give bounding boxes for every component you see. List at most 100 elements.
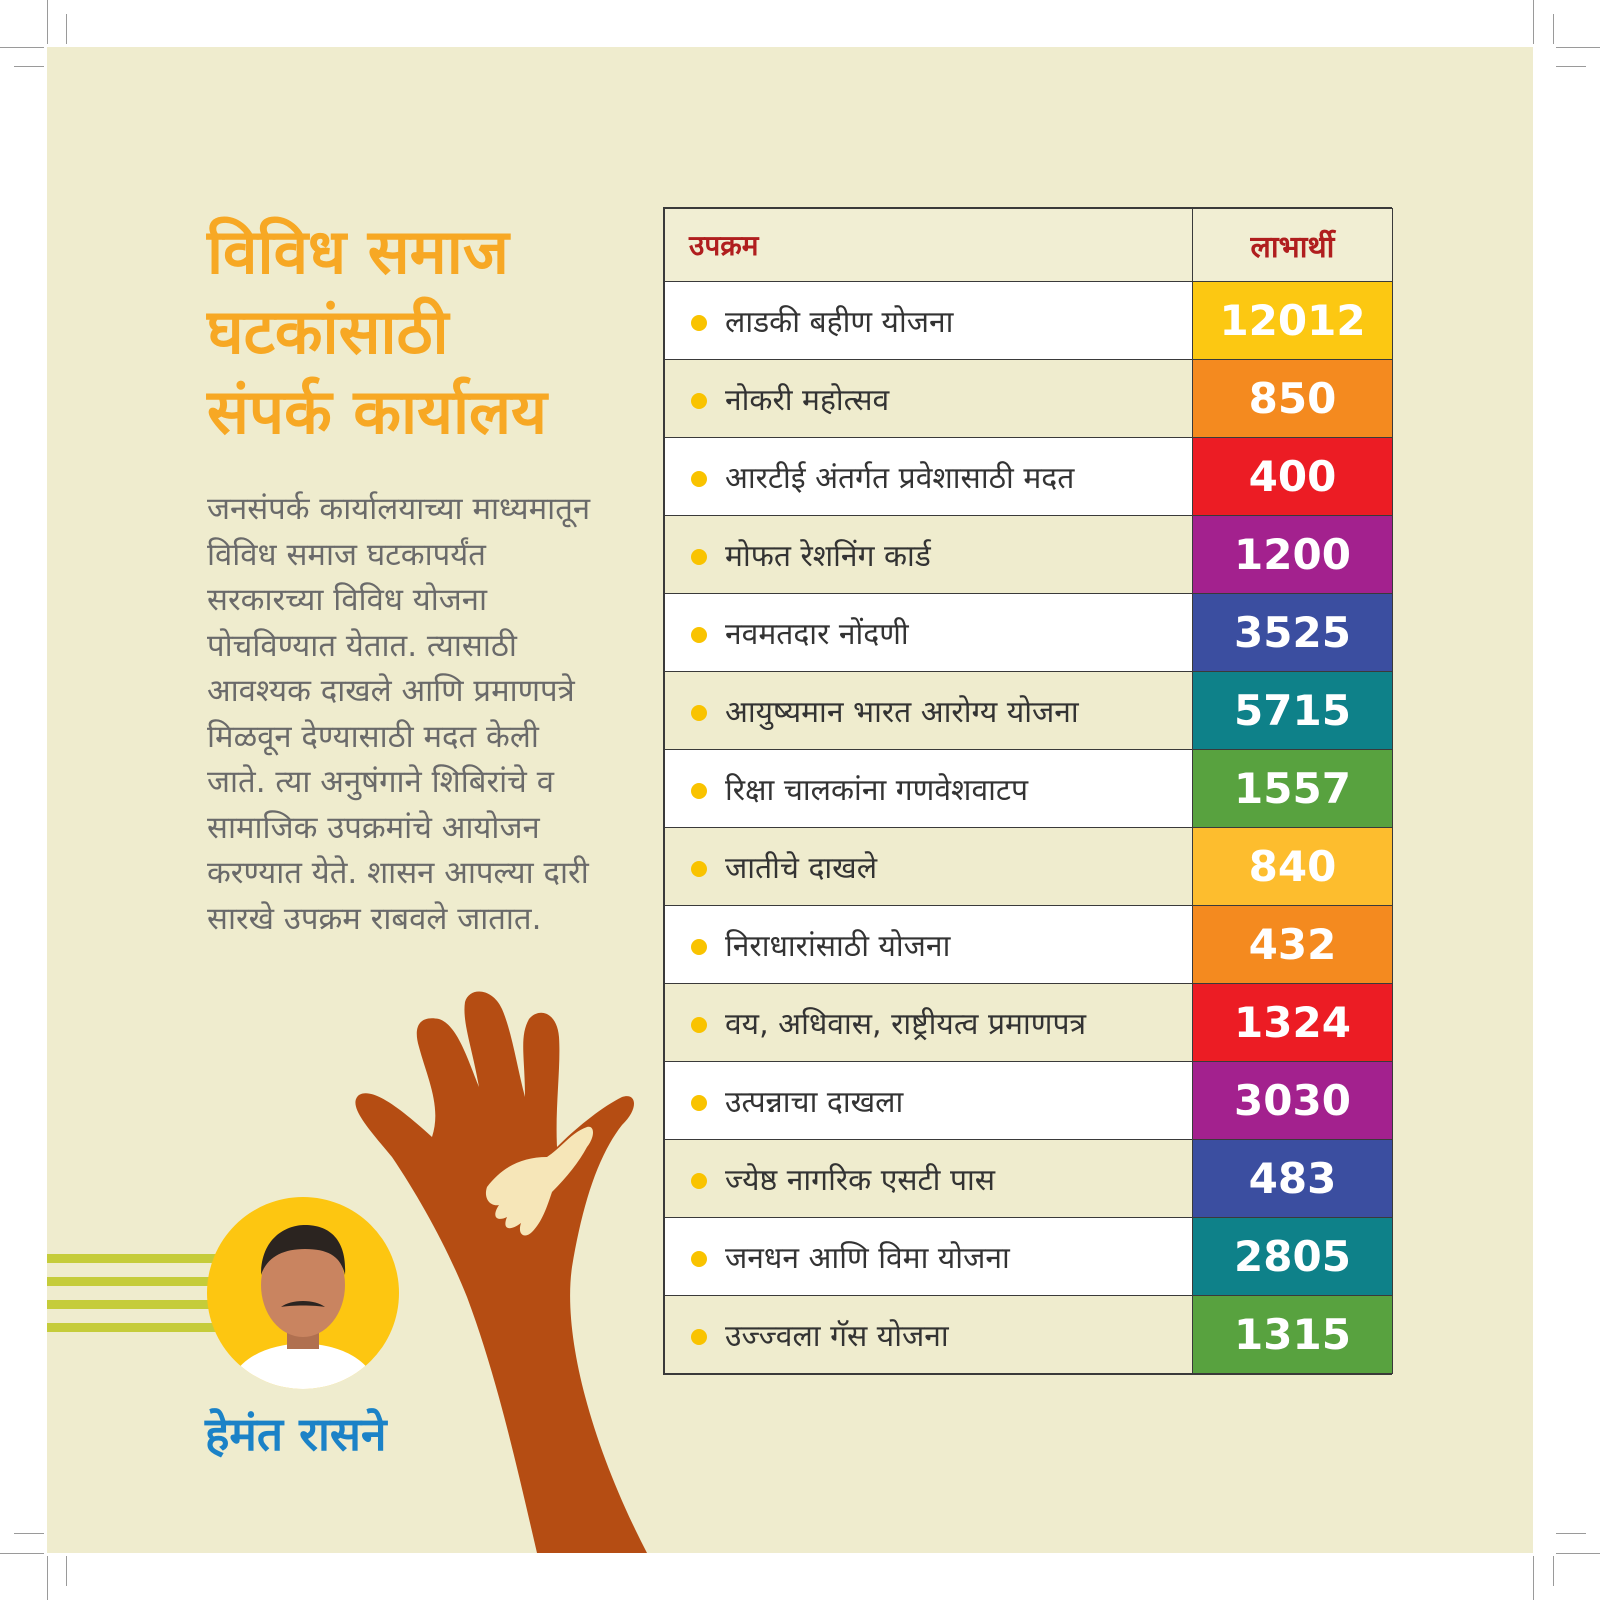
bullet-icon <box>691 392 707 409</box>
table-row: मोफत रेशनिंग कार्ड 1200 <box>664 515 1393 594</box>
scheme-label: निराधारांसाठी योजना <box>725 929 951 964</box>
stripe <box>47 1323 247 1332</box>
table-row: लाडकी बहीण योजना 12012 <box>664 281 1393 360</box>
bullet-icon <box>691 1094 707 1111</box>
scheme-label: रिक्षा चालकांना गणवेशवाटप <box>725 773 1029 808</box>
crop-mark <box>1553 14 1554 44</box>
crop-mark <box>1556 66 1586 67</box>
moustache-shape <box>281 1301 325 1307</box>
bullet-icon <box>691 1250 707 1267</box>
beneficiaries-table: उपक्रम लाभार्थी लाडकी बहीण योजना 12012 नोक… <box>663 207 1393 1375</box>
scheme-label: जनधन आणि विमा योजना <box>725 1241 1010 1276</box>
crop-mark <box>0 1553 44 1554</box>
title-line: घटकांसाठी <box>207 295 449 368</box>
crop-mark <box>1553 1556 1554 1586</box>
bullet-icon <box>691 704 707 721</box>
crop-mark <box>14 1533 44 1534</box>
table-header-row: उपक्रम लाभार्थी <box>664 208 1393 282</box>
crop-mark <box>1533 1556 1534 1600</box>
scheme-cell: जनधन आणि विमा योजना <box>664 1217 1193 1296</box>
beneficiaries-value: 5715 <box>1192 671 1393 750</box>
scheme-cell: उज्ज्वला गॅस योजना <box>664 1295 1193 1374</box>
scheme-cell: आयुष्यमान भारत आरोग्य योजना <box>664 671 1193 750</box>
scheme-cell: उत्पन्नाचा दाखला <box>664 1061 1193 1140</box>
beneficiaries-value: 1324 <box>1192 983 1393 1062</box>
bullet-icon <box>691 470 707 487</box>
scheme-cell: जातीचे दाखले <box>664 827 1193 906</box>
crop-mark <box>14 66 44 67</box>
beneficiaries-value: 2805 <box>1192 1217 1393 1296</box>
bullet-icon <box>691 626 707 643</box>
poster-panel: विविध समाज घटकांसाठी संपर्क कार्यालय जनस… <box>47 47 1533 1553</box>
scheme-label: नवमतदार नोंदणी <box>725 617 909 652</box>
stripe <box>47 1254 247 1263</box>
scheme-label: लाडकी बहीण योजना <box>725 305 954 340</box>
scheme-label: आयुष्यमान भारत आरोग्य योजना <box>725 695 1079 730</box>
crop-mark <box>47 0 48 44</box>
title-line: विविध समाज <box>207 215 509 288</box>
crop-mark <box>1556 47 1600 48</box>
hair-shape <box>261 1225 346 1275</box>
stripe <box>47 1300 247 1309</box>
scheme-label: उत्पन्नाचा दाखला <box>725 1085 904 1120</box>
beneficiaries-value: 3030 <box>1192 1061 1393 1140</box>
beneficiaries-value: 483 <box>1192 1139 1393 1218</box>
crop-mark <box>47 1556 48 1600</box>
table-row: आरटीई अंतर्गत प्रवेशासाठी मदत 400 <box>664 437 1393 516</box>
person-name: हेमंत रासने <box>205 1407 387 1461</box>
bullet-icon <box>691 938 707 955</box>
scheme-cell: वय, अधिवास, राष्ट्रीयत्व प्रमाणपत्र <box>664 983 1193 1062</box>
scheme-label: नोकरी महोत्सव <box>725 383 890 418</box>
crop-mark <box>1533 0 1534 44</box>
beneficiaries-value: 840 <box>1192 827 1393 906</box>
description-text: जनसंपर्क कार्यालयाच्या माध्यमातून विविध … <box>207 491 591 937</box>
column-header-scheme: उपक्रम <box>664 208 1193 282</box>
beneficiaries-value: 1557 <box>1192 749 1393 828</box>
avatar <box>207 1197 399 1389</box>
table-row: वय, अधिवास, राष्ट्रीयत्व प्रमाणपत्र 1324 <box>664 983 1393 1062</box>
page-title: विविध समाज घटकांसाठी संपर्क कार्यालय <box>207 212 647 452</box>
table-row: निराधारांसाठी योजना 432 <box>664 905 1393 984</box>
small-hand-shape <box>485 1126 593 1236</box>
column-header-beneficiaries: लाभार्थी <box>1192 208 1393 282</box>
scheme-cell: ज्येष्ठ नागरिक एसटी पास <box>664 1139 1193 1218</box>
beneficiaries-value: 1200 <box>1192 515 1393 594</box>
scheme-label: वय, अधिवास, राष्ट्रीयत्व प्रमाणपत्र <box>725 1007 1087 1042</box>
beneficiaries-value: 3525 <box>1192 593 1393 672</box>
beneficiaries-value: 850 <box>1192 359 1393 438</box>
bullet-icon <box>691 860 707 877</box>
bullet-icon <box>691 1016 707 1033</box>
title-line: संपर्क कार्यालय <box>207 375 548 448</box>
scheme-cell: लाडकी बहीण योजना <box>664 281 1193 360</box>
scheme-cell: रिक्षा चालकांना गणवेशवाटप <box>664 749 1193 828</box>
table-row: रिक्षा चालकांना गणवेशवाटप 1557 <box>664 749 1393 828</box>
scheme-label: मोफत रेशनिंग कार्ड <box>725 539 931 574</box>
beneficiaries-value: 400 <box>1192 437 1393 516</box>
bullet-icon <box>691 1328 707 1345</box>
crop-mark <box>66 1556 67 1586</box>
crop-mark <box>1556 1553 1600 1554</box>
crop-mark <box>1556 1533 1586 1534</box>
scheme-label: आरटीई अंतर्गत प्रवेशासाठी मदत <box>725 461 1075 496</box>
scheme-cell: नवमतदार नोंदणी <box>664 593 1193 672</box>
table-row: उत्पन्नाचा दाखला 3030 <box>664 1061 1393 1140</box>
bullet-icon <box>691 548 707 565</box>
table-row: उज्ज्वला गॅस योजना 1315 <box>664 1295 1393 1374</box>
beneficiaries-value: 12012 <box>1192 281 1393 360</box>
scheme-label: ज्येष्ठ नागरिक एसटी पास <box>725 1163 996 1198</box>
scheme-label: जातीचे दाखले <box>725 851 878 886</box>
table-row: ज्येष्ठ नागरिक एसटी पास 483 <box>664 1139 1393 1218</box>
helping-hand-illustration <box>355 991 647 1553</box>
portrait-photo <box>227 1225 379 1389</box>
bullet-icon <box>691 314 707 331</box>
table-row: जनधन आणि विमा योजना 2805 <box>664 1217 1393 1296</box>
crop-mark <box>0 47 44 48</box>
shirt-shape <box>227 1343 379 1389</box>
decorative-stripes <box>47 1254 247 1332</box>
bullet-icon <box>691 782 707 799</box>
table-row: आयुष्यमान भारत आरोग्य योजना 5715 <box>664 671 1393 750</box>
scheme-cell: आरटीई अंतर्गत प्रवेशासाठी मदत <box>664 437 1193 516</box>
large-hand-shape <box>355 991 647 1553</box>
stripe <box>47 1277 247 1286</box>
beneficiaries-value: 1315 <box>1192 1295 1393 1374</box>
